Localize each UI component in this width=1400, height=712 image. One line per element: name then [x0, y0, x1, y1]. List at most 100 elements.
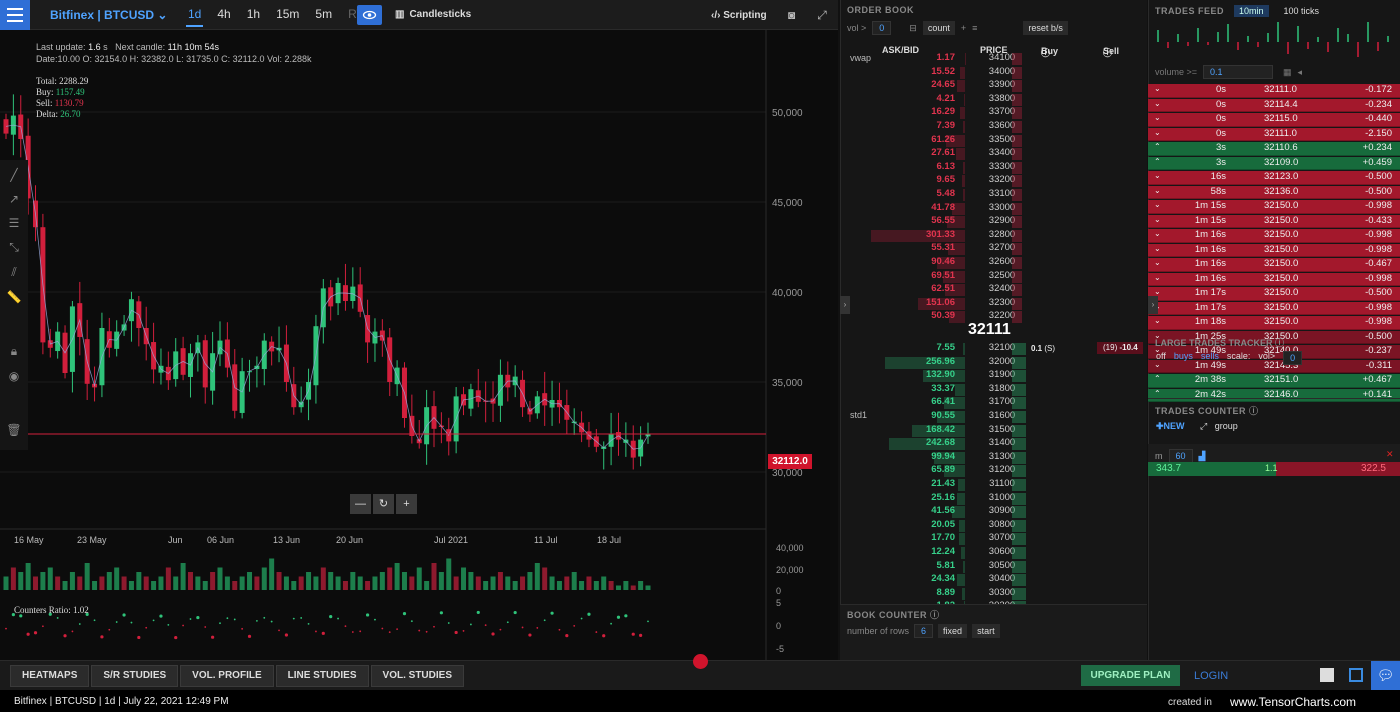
book-price[interactable]: 31200 [988, 464, 1016, 476]
zoom-reset-button[interactable]: ↻ [373, 494, 394, 514]
book-price[interactable]: 33300 [988, 160, 1016, 172]
measure-tool-icon[interactable]: ⤡ [9, 240, 19, 254]
menu-icon[interactable] [0, 0, 30, 30]
book-price[interactable]: 30900 [988, 505, 1016, 517]
close-icon[interactable]: ✕ [1386, 449, 1394, 459]
eye-icon[interactable]: ◉ [8, 369, 20, 383]
timeframe-5m[interactable]: 5m [315, 7, 333, 21]
book-price[interactable]: 30400 [988, 573, 1016, 585]
tab-vol-profile[interactable]: VOL. PROFILE [180, 665, 274, 687]
tab-sr-studies[interactable]: S/R STUDIES [91, 665, 179, 687]
book-price[interactable]: 33200 [988, 174, 1016, 186]
book-price[interactable]: 31700 [988, 396, 1016, 408]
start-button[interactable]: start [972, 624, 1000, 638]
expand-left-icon[interactable]: › [840, 296, 850, 314]
channel-tool-icon[interactable]: ⫽ [11, 265, 17, 279]
book-price[interactable]: 31600 [988, 410, 1016, 421]
rows-input[interactable]: 6 [914, 624, 934, 638]
book-price[interactable]: 30700 [988, 532, 1016, 544]
book-price[interactable]: 31000 [988, 491, 1016, 503]
fullscreen-icon[interactable]: ⤢ [817, 8, 827, 22]
minus-icon[interactable]: ⊟ [909, 22, 917, 33]
count-button[interactable]: count [922, 21, 955, 35]
light-theme-icon[interactable] [1320, 668, 1334, 682]
plus-icon[interactable]: + [960, 23, 967, 33]
book-price[interactable]: 32300 [988, 296, 1016, 308]
timeframe-1h[interactable]: 1h [246, 7, 261, 21]
interval-input[interactable]: 60 [1168, 449, 1193, 463]
book-price[interactable]: 33700 [988, 106, 1016, 118]
book-price[interactable]: 31800 [988, 382, 1016, 394]
ray-tool-icon[interactable]: ↗ [8, 192, 20, 206]
camera-icon[interactable]: ◙ [788, 8, 796, 22]
book-price[interactable]: 30800 [988, 518, 1016, 530]
book-price[interactable]: 32400 [988, 283, 1016, 295]
book-price[interactable]: 32600 [988, 256, 1016, 267]
timeframe-15m[interactable]: 15m [276, 7, 300, 21]
book-price[interactable]: 34000 [988, 65, 1016, 77]
chart-type-button[interactable]: ▥ Candlesticks [395, 9, 471, 20]
window-100ticks-option[interactable]: 100 ticks [1283, 6, 1320, 16]
login-link[interactable]: LOGIN [1194, 670, 1229, 682]
trash-icon[interactable]: 🗑︎ [6, 423, 22, 437]
book-price[interactable]: 30300 [988, 586, 1016, 598]
site-link[interactable]: www.TensorCharts.com [1230, 695, 1357, 709]
book-price[interactable]: 34100 [988, 52, 1016, 63]
expand-left-icon[interactable]: › [1148, 296, 1158, 314]
visibility-toggle-button[interactable] [357, 5, 382, 25]
book-price[interactable]: 31400 [988, 437, 1016, 449]
tracker-buys-toggle[interactable]: buys [1173, 351, 1193, 361]
ruler-tool-icon[interactable]: 📏 [6, 290, 22, 304]
book-price[interactable]: 32500 [988, 269, 1016, 281]
book-price[interactable]: 33500 [988, 133, 1016, 145]
tab-line-studies[interactable]: LINE STUDIES [275, 665, 369, 687]
book-price[interactable]: 30500 [988, 559, 1016, 571]
timeframe-4h[interactable]: 4h [217, 7, 231, 21]
lock-icon[interactable]: 🔒︎ [10, 344, 18, 358]
book-price[interactable]: 31100 [989, 478, 1015, 489]
group-button[interactable]: ⤢ group [1200, 421, 1238, 432]
book-price[interactable]: 33600 [988, 120, 1016, 131]
book-price[interactable]: 32200 [988, 310, 1016, 322]
tab-heatmaps[interactable]: HEATMAPS [10, 665, 90, 687]
reset-bs-button[interactable]: reset b/s [1023, 21, 1068, 35]
symbol-selector[interactable]: Bitfinex | BTCUSD ⌄ [50, 8, 167, 22]
chart-icon[interactable]: ▟ [1198, 450, 1206, 461]
line-tool-icon[interactable]: ╱ [10, 168, 18, 182]
volume-input[interactable]: 0.1 [1203, 65, 1274, 79]
book-price[interactable]: 32800 [988, 228, 1016, 240]
book-price[interactable]: 33000 [988, 201, 1016, 213]
timeframe-1d[interactable]: 1d [186, 7, 204, 27]
zoom-out-button[interactable]: — [350, 494, 371, 514]
calculator-icon[interactable]: ▦ [1283, 66, 1292, 77]
upgrade-plan-button[interactable]: UPGRADE PLAN [1081, 665, 1180, 686]
record-indicator[interactable] [693, 654, 708, 669]
book-price[interactable]: 31300 [988, 450, 1016, 462]
tab-vol-studies[interactable]: VOL. STUDIES [370, 665, 464, 687]
fib-tool-icon[interactable]: ☰ [8, 216, 20, 230]
tracker-off-toggle[interactable]: off [1156, 351, 1166, 361]
book-price[interactable]: 32700 [988, 242, 1016, 254]
price-chart[interactable]: 50,000 45,000 40,000 35,000 30,000 16 May 23 M… [0, 30, 838, 660]
book-price[interactable]: 30600 [988, 546, 1016, 557]
vol-filter-input[interactable]: 0 [872, 21, 892, 35]
book-price[interactable]: 33400 [988, 147, 1016, 159]
speaker-icon[interactable]: ◂ [1297, 66, 1303, 77]
book-price[interactable]: 32900 [988, 215, 1016, 227]
window-10min-option[interactable]: 10min [1234, 5, 1269, 17]
book-price[interactable]: 33900 [988, 79, 1016, 91]
tracker-vol-input[interactable]: 0 [1283, 351, 1303, 365]
window-mode-icon[interactable] [1349, 668, 1363, 682]
chat-icon[interactable]: 💬︎ [1371, 661, 1400, 690]
zoom-in-button[interactable]: + [396, 494, 417, 514]
new-counter-button[interactable]: ✚NEW [1156, 421, 1185, 432]
book-price[interactable]: 33100 [988, 188, 1016, 199]
book-price[interactable]: 32100 [988, 342, 1016, 353]
book-price[interactable]: 31500 [988, 423, 1016, 435]
book-price[interactable]: 32000 [988, 355, 1016, 367]
fixed-button[interactable]: fixed [938, 624, 968, 638]
scripting-button[interactable]: ‹/› Scripting [711, 10, 767, 21]
book-price[interactable]: 31900 [988, 369, 1016, 381]
book-price[interactable]: 33800 [988, 92, 1016, 104]
tracker-sells-toggle[interactable]: sells [1200, 351, 1219, 361]
